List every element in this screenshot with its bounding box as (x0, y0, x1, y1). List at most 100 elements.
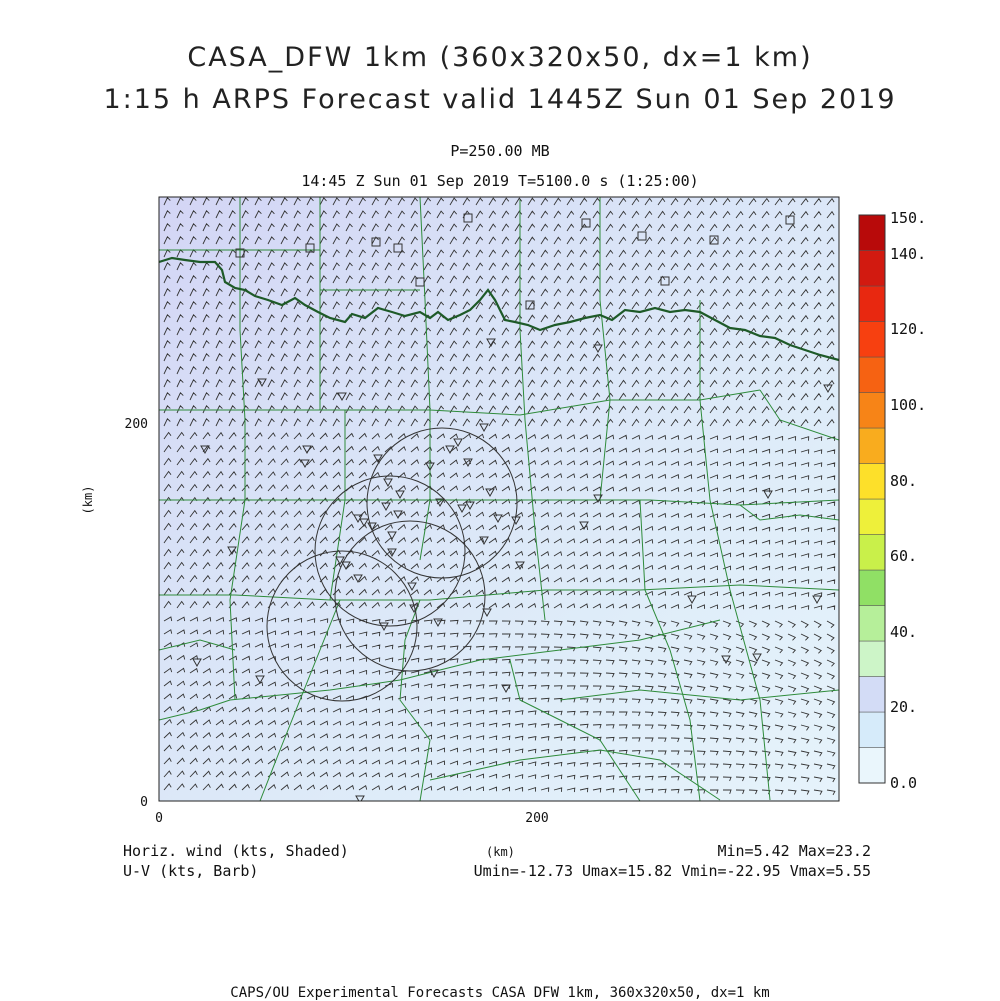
colorbar-segment (858, 463, 886, 500)
radar-range-rings (266, 427, 518, 702)
station-square (305, 243, 315, 253)
station-triangle (433, 618, 443, 628)
min-max-label: Min=5.42 Max=23.2 (717, 842, 871, 860)
station-triangle (485, 488, 495, 498)
colorbar-segment (858, 676, 886, 713)
station-triangle (353, 574, 363, 584)
station-triangle (593, 344, 603, 354)
county-boundaries (159, 197, 839, 801)
colorbar-segment (858, 534, 886, 571)
x-axis-unit: (km) (486, 845, 515, 859)
colorbar-label: 60. (890, 547, 917, 565)
y-tick-200: 200 (125, 417, 148, 432)
station-triangle (482, 608, 492, 618)
station-triangle (335, 556, 345, 566)
station-triangle (593, 494, 603, 504)
station-triangle (721, 655, 731, 665)
station-markers (192, 213, 833, 801)
colorbar-label: 80. (890, 472, 917, 490)
station-square (660, 276, 670, 286)
station-square (525, 300, 535, 310)
colorbar-labels: 0.0 20. 40. 60. 80. 100. 120. 140. 150. (890, 209, 926, 792)
station-triangle (379, 622, 389, 632)
station-triangle (302, 445, 312, 455)
station-triangle (355, 795, 365, 801)
colorbar-label: 0.0 (890, 774, 917, 792)
colorbar-segment (858, 427, 886, 464)
colorbar-segment (858, 214, 886, 251)
station-triangle (429, 669, 439, 679)
station-triangle (393, 510, 403, 520)
station-triangle (359, 518, 369, 528)
station-triangle (579, 521, 589, 531)
x-tick-0: 0 (155, 811, 163, 826)
station-triangle (453, 438, 463, 448)
colorbar-segment (858, 605, 886, 642)
station-triangle (192, 658, 202, 668)
colorbar-label: 20. (890, 698, 917, 716)
x-tick-200: 200 (525, 811, 548, 826)
station-square (393, 243, 403, 253)
colorbar-label: 100. (890, 396, 926, 414)
state-border-red-river (159, 256, 839, 362)
colorbar-segment (858, 356, 886, 393)
station-square (709, 235, 719, 245)
colorbar-segment (858, 640, 886, 677)
station-triangle (409, 604, 419, 614)
colorbar-label: 40. (890, 623, 917, 641)
station-triangle (493, 514, 503, 524)
colorbar-segment (858, 747, 886, 784)
colorbar-segment (858, 498, 886, 535)
y-axis-unit: (km) (81, 486, 95, 515)
colorbar-label: 150. (890, 209, 926, 227)
station-triangle (823, 384, 833, 394)
station-triangle (395, 490, 405, 500)
colorbar-segment (858, 569, 886, 606)
station-triangle (479, 423, 489, 433)
station-triangle (479, 536, 489, 546)
station-triangle (465, 501, 475, 511)
colorbar-label: 140. (890, 245, 926, 263)
station-triangle (257, 378, 267, 388)
station-square (371, 237, 381, 247)
station-triangle (381, 502, 391, 512)
station-triangle (407, 582, 417, 592)
station-triangle (337, 392, 347, 402)
station-triangle (445, 445, 455, 455)
barb-field-label: U-V (kts, Barb) (123, 862, 259, 880)
station-square (463, 213, 473, 223)
station-triangle (511, 516, 521, 526)
shaded-field-label: Horiz. wind (kts, Shaded) (123, 842, 349, 860)
colorbar-segment (858, 250, 886, 287)
colorbar-segment (858, 285, 886, 322)
axis-ticks-labels: 200 0 0 200 (km) (81, 417, 549, 826)
station-square (581, 218, 591, 228)
station-square (637, 231, 647, 241)
colorbar-segment (858, 392, 886, 429)
station-triangle (367, 522, 377, 532)
pressure-level-label: P=250.00 MB (450, 142, 550, 160)
station-triangle (812, 595, 822, 605)
station-triangle (387, 548, 397, 558)
station-square (785, 215, 795, 225)
colorbar-label: 120. (890, 320, 926, 338)
station-square (235, 248, 245, 258)
y-tick-0: 0 (140, 795, 148, 810)
station-triangle (687, 595, 697, 605)
valid-time-label: 14:45 Z Sun 01 Sep 2019 T=5100.0 s (1:25… (301, 172, 699, 190)
station-triangle (486, 338, 496, 348)
station-triangle (227, 546, 237, 556)
station-triangle (383, 478, 393, 488)
colorbar-segment (858, 321, 886, 358)
station-triangle (435, 498, 445, 508)
plot-frame (158, 196, 840, 802)
station-triangle (255, 675, 265, 685)
station-triangle (341, 561, 351, 571)
colorbar-frame (858, 214, 886, 784)
chart-title-line-1: CASA_DFW 1km (360x320x50, dx=1 km) (187, 42, 813, 73)
station-triangle (387, 531, 397, 541)
footer-credit: CAPS/OU Experimental Forecasts CASA DFW … (230, 985, 770, 1001)
colorbar (858, 214, 886, 784)
station-triangle (463, 458, 473, 468)
